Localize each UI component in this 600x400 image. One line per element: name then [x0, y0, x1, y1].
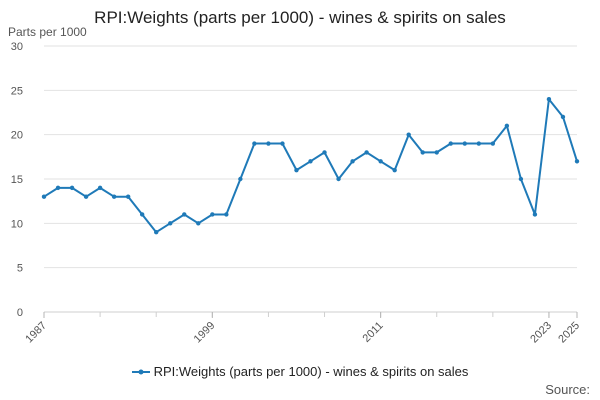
data-point [392, 167, 397, 173]
data-point [378, 159, 383, 164]
legend-label: RPI:Weights (parts per 1000) - wines & s… [153, 364, 469, 379]
data-point [210, 212, 215, 217]
y-tick-label: 5 [17, 263, 23, 275]
y-tick-label: 20 [11, 130, 23, 142]
data-point [294, 167, 299, 173]
x-tick-label: 2025 [556, 320, 582, 346]
data-point [476, 141, 482, 146]
data-point [266, 141, 271, 146]
data-point [252, 141, 257, 146]
data-point [434, 150, 439, 155]
data-point [448, 141, 453, 146]
data-point [280, 141, 285, 146]
data-point [560, 114, 566, 120]
legend-swatch [131, 369, 150, 374]
data-point [364, 150, 369, 155]
data-point [125, 194, 131, 199]
data-point [168, 221, 173, 226]
data-point [41, 194, 47, 199]
chart-title: RPI:Weights (parts per 1000) - wines & s… [94, 8, 506, 27]
data-point [350, 159, 355, 164]
data-point [238, 176, 243, 182]
y-tick-label: 15 [11, 174, 23, 186]
data-point [97, 185, 103, 191]
data-point [462, 141, 467, 146]
data-point [322, 150, 327, 155]
data-point [83, 194, 89, 199]
y-tick-label: 25 [11, 85, 23, 97]
data-point [336, 176, 341, 182]
y-axis-label: Parts per 1000 [8, 25, 87, 39]
data-point [139, 212, 145, 217]
x-tick-label: 2023 [528, 320, 554, 346]
data-point [224, 212, 229, 217]
source-text: Source: [545, 382, 590, 397]
data-point [69, 185, 75, 191]
y-tick-label: 0 [17, 307, 23, 319]
data-point [532, 212, 538, 217]
data-point [196, 221, 201, 226]
data-point [518, 176, 524, 182]
data-point [308, 159, 313, 164]
grid-lines [44, 45, 577, 269]
data-point [154, 230, 159, 235]
data-point [504, 123, 510, 128]
x-tick-label: 1987 [23, 320, 49, 346]
x-tick-label: 2011 [361, 320, 386, 345]
series-layer [41, 97, 580, 235]
data-point [406, 132, 411, 137]
data-point [55, 185, 61, 191]
y-tick-label: 30 [11, 41, 23, 53]
data-point [420, 150, 425, 155]
data-point [546, 97, 552, 102]
data-point [111, 194, 117, 199]
data-point [574, 159, 580, 164]
x-tick-label: 1999 [192, 320, 218, 346]
legend: RPI:Weights (parts per 1000) - wines & s… [0, 364, 600, 379]
data-point [182, 212, 187, 217]
data-point [490, 141, 496, 146]
y-tick-label: 10 [11, 218, 23, 230]
series-line [43, 98, 578, 234]
